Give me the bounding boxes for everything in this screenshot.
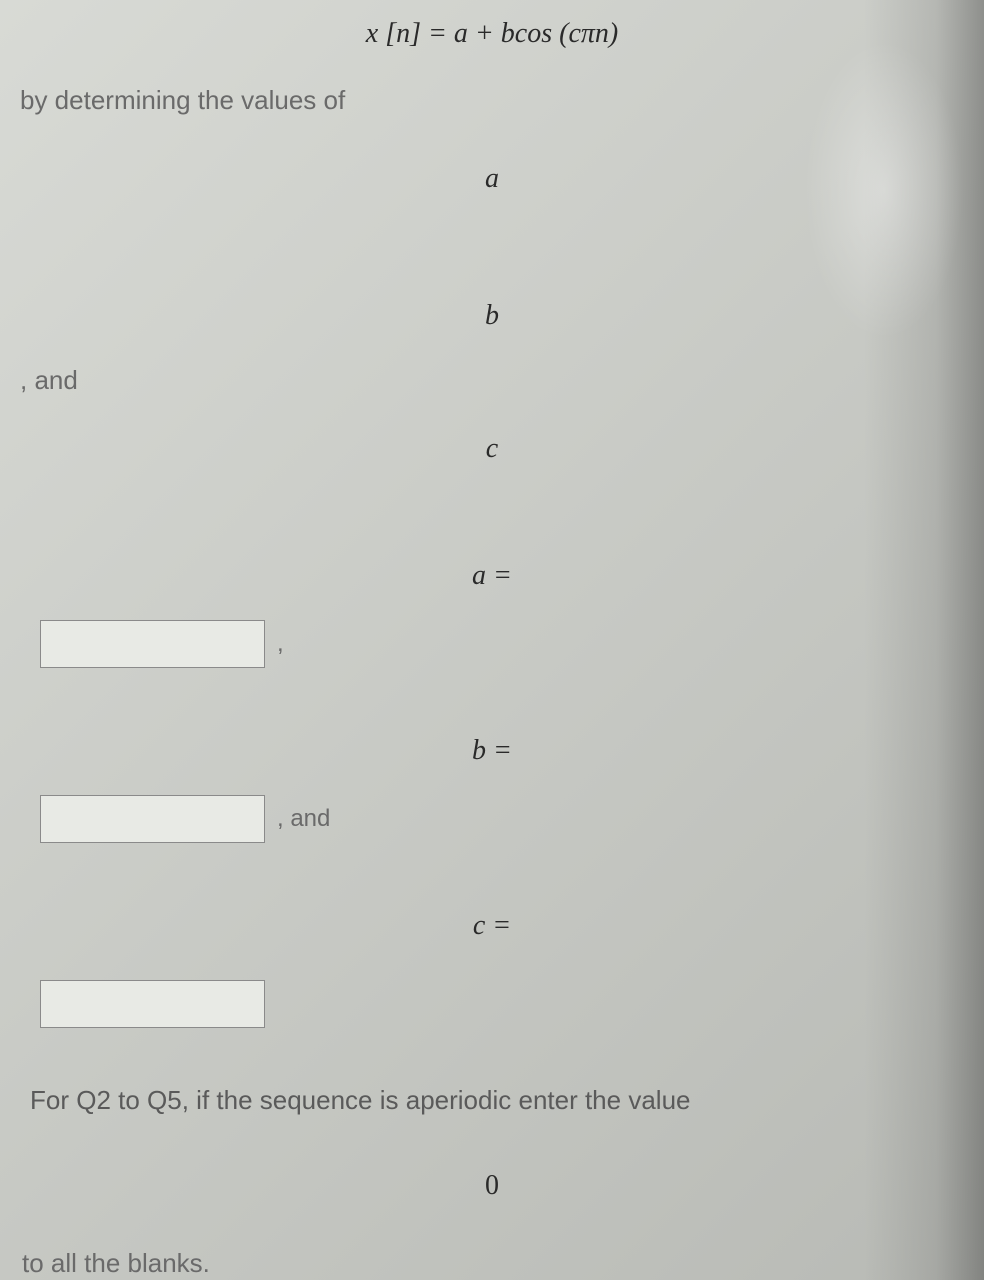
zero-value: 0 (0, 1170, 984, 1202)
connector-and-1: , and (20, 365, 78, 396)
question-page: x [n] = a + bcos (cπn) by determining th… (0, 0, 984, 1280)
main-equation: x [n] = a + bcos (cπn) (0, 18, 984, 50)
variable-a-label: a (0, 163, 984, 195)
intro-text: by determining the values of (20, 85, 345, 116)
answer-input-a[interactable] (40, 620, 265, 668)
after-input-b: , and (277, 805, 330, 833)
equation-a-equals: a = (0, 560, 984, 592)
input-row-a: , (40, 620, 284, 668)
variable-c-label: c (0, 433, 984, 465)
variable-b-label: b (0, 300, 984, 332)
input-row-b: , and (40, 795, 330, 843)
after-input-a: , (277, 630, 284, 658)
equation-c-equals: c = (0, 910, 984, 942)
instruction-note: For Q2 to Q5, if the sequence is aperiod… (30, 1085, 691, 1116)
equation-b-equals: b = (0, 735, 984, 767)
tail-text: to all the blanks. (22, 1248, 210, 1279)
input-row-c (40, 980, 265, 1028)
answer-input-c[interactable] (40, 980, 265, 1028)
answer-input-b[interactable] (40, 795, 265, 843)
